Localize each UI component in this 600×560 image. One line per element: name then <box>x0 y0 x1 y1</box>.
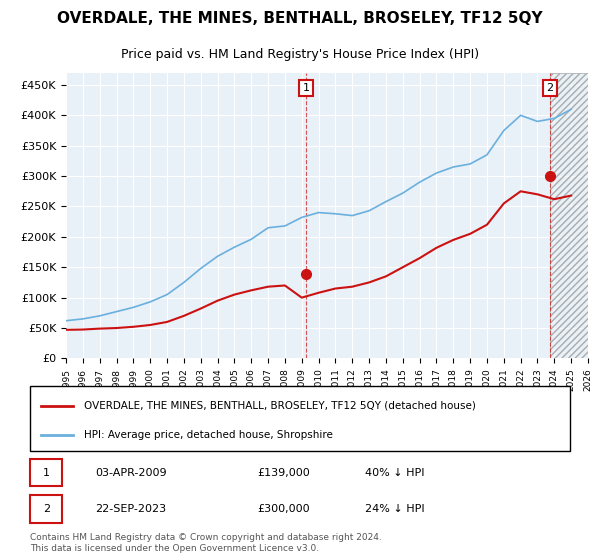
Text: OVERDALE, THE MINES, BENTHALL, BROSELEY, TF12 5QY: OVERDALE, THE MINES, BENTHALL, BROSELEY,… <box>57 11 543 26</box>
Text: £300,000: £300,000 <box>257 504 310 514</box>
FancyBboxPatch shape <box>30 495 62 523</box>
Text: 03-APR-2009: 03-APR-2009 <box>95 468 166 478</box>
Text: 22-SEP-2023: 22-SEP-2023 <box>95 504 166 514</box>
Text: OVERDALE, THE MINES, BENTHALL, BROSELEY, TF12 5QY (detached house): OVERDALE, THE MINES, BENTHALL, BROSELEY,… <box>84 401 476 410</box>
Text: HPI: Average price, detached house, Shropshire: HPI: Average price, detached house, Shro… <box>84 430 333 440</box>
Text: 2: 2 <box>546 83 553 93</box>
Text: 1: 1 <box>43 468 50 478</box>
Bar <box>550 73 588 358</box>
Text: 40% ↓ HPI: 40% ↓ HPI <box>365 468 424 478</box>
Bar <box>550 73 588 358</box>
Text: 2: 2 <box>43 504 50 514</box>
Text: 1: 1 <box>302 83 310 93</box>
Text: £139,000: £139,000 <box>257 468 310 478</box>
Text: Price paid vs. HM Land Registry's House Price Index (HPI): Price paid vs. HM Land Registry's House … <box>121 48 479 61</box>
Text: 24% ↓ HPI: 24% ↓ HPI <box>365 504 424 514</box>
FancyBboxPatch shape <box>30 459 62 486</box>
Text: Contains HM Land Registry data © Crown copyright and database right 2024.
This d: Contains HM Land Registry data © Crown c… <box>30 533 382 553</box>
FancyBboxPatch shape <box>30 386 570 451</box>
